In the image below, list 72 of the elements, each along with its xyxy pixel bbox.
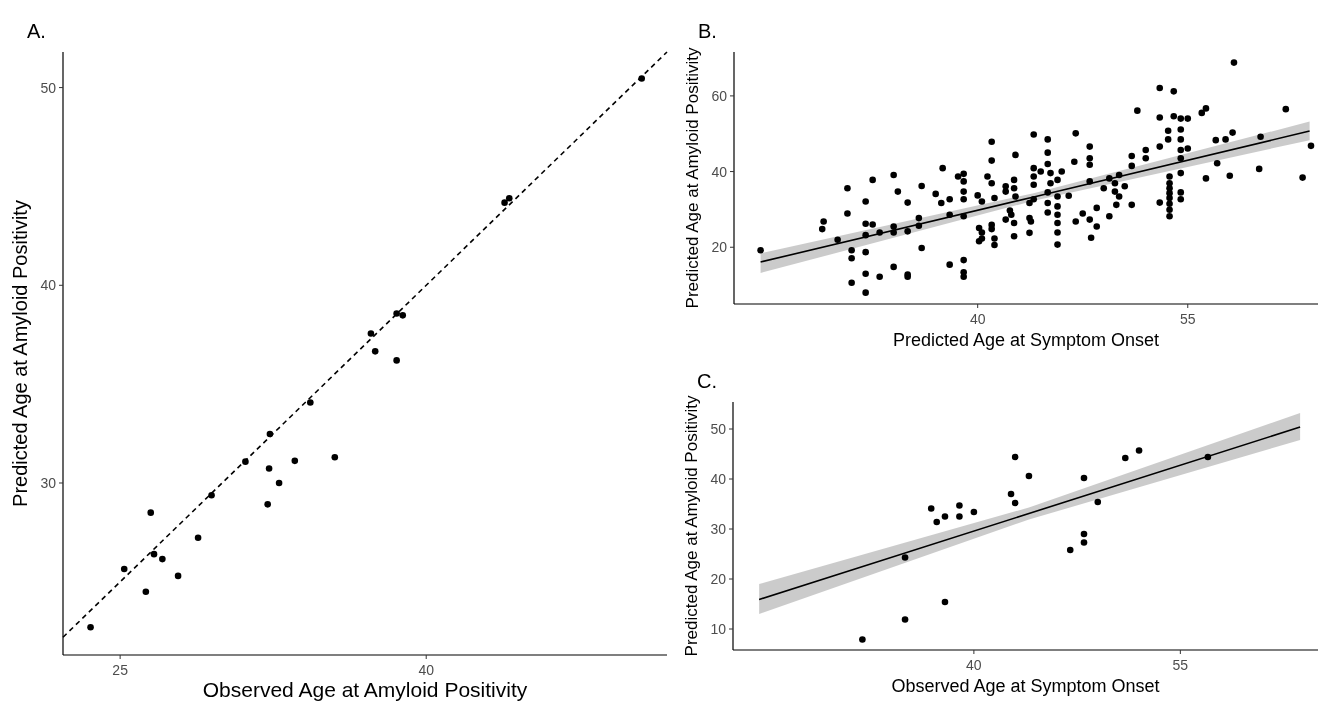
y-tick-label: 10 [710,621,727,637]
point [266,430,274,438]
y-tick-label: 30 [40,475,57,491]
point [941,598,949,606]
point [142,588,150,596]
x-axis-title: Predicted Age at Symptom Onset [892,330,1160,350]
point [1011,453,1019,461]
point [859,636,866,643]
y-tick-label: 60 [711,87,728,104]
x-tick-label: 40 [966,657,982,673]
point [501,199,508,206]
point [1066,546,1074,554]
point [150,550,158,558]
point [331,454,339,461]
point [194,534,202,542]
point [927,505,935,512]
x-tick-label: 55 [1172,657,1189,673]
point [901,554,909,561]
point [1135,447,1143,454]
point [367,330,375,337]
point [393,310,400,317]
point [174,572,182,580]
point [956,502,963,509]
chart-title: B. [698,20,717,42]
point [208,491,215,499]
point [291,457,299,465]
point [1080,539,1088,546]
y-tick-label: 40 [711,163,728,180]
point [147,509,155,516]
y-axis-title: Predicted Age at Amyloid Positivity [682,395,701,657]
point [242,458,249,465]
point [399,312,407,319]
point [1204,453,1212,461]
point [638,75,645,82]
y-tick-label: 20 [711,239,728,256]
point [1007,490,1015,498]
point [1080,474,1088,482]
point [1011,499,1019,507]
x-axis-title: Observed Age at Symptom Onset [891,676,1160,696]
point [87,624,94,631]
chart-title: C. [697,370,717,392]
y-tick-label: 30 [710,521,727,537]
point [307,399,314,406]
point [371,348,379,355]
point [941,513,949,520]
x-axis-title: Observed Age at Amyloid Positivity [202,678,528,701]
point [120,565,128,573]
x-tick-label: 40 [418,662,435,678]
y-tick-label: 50 [40,79,57,96]
y-axis-title: Predicted Age at Amyloid Positivity [9,200,31,507]
point [393,357,400,364]
y-tick-label: 40 [710,471,727,487]
y-tick-label: 50 [710,421,727,437]
chart-title: A. [27,20,46,42]
x-tick-label: 25 [112,662,129,678]
point [970,508,978,516]
point [933,518,941,526]
point [264,501,271,508]
point [1025,472,1033,480]
y-axis-title: Predicted Age at Amyloid Positivity [683,47,702,309]
y-tick-label: 20 [710,571,727,587]
x-tick-label: 55 [1179,311,1196,327]
point [275,479,283,487]
point [1121,454,1129,462]
point [956,513,963,520]
point [505,195,513,202]
point [901,616,909,623]
point [1094,498,1102,506]
point [1080,530,1088,538]
point [265,465,273,472]
y-tick-label: 40 [40,277,57,294]
point [159,555,166,563]
